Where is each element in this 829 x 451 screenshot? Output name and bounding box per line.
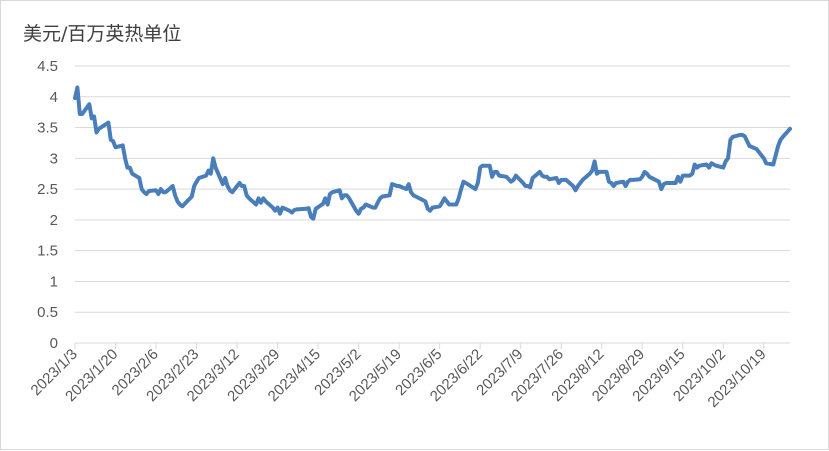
y-tick-label: 0 (50, 335, 58, 352)
y-tick-label: 1 (50, 273, 58, 290)
y-tick-label: 3 (50, 150, 58, 167)
y-tick-label: 1.5 (37, 243, 58, 260)
price-series-line (73, 85, 792, 221)
y-tick-label: 0.5 (37, 304, 58, 321)
y-axis-unit-label: 美元/百万英热单位 (23, 23, 182, 45)
y-tick-label: 2.5 (37, 181, 58, 198)
y-tick-label: 4.5 (37, 58, 58, 75)
y-tick-label: 3.5 (37, 120, 58, 137)
y-tick-label: 4 (50, 89, 58, 106)
y-tick-label: 2 (50, 212, 58, 229)
